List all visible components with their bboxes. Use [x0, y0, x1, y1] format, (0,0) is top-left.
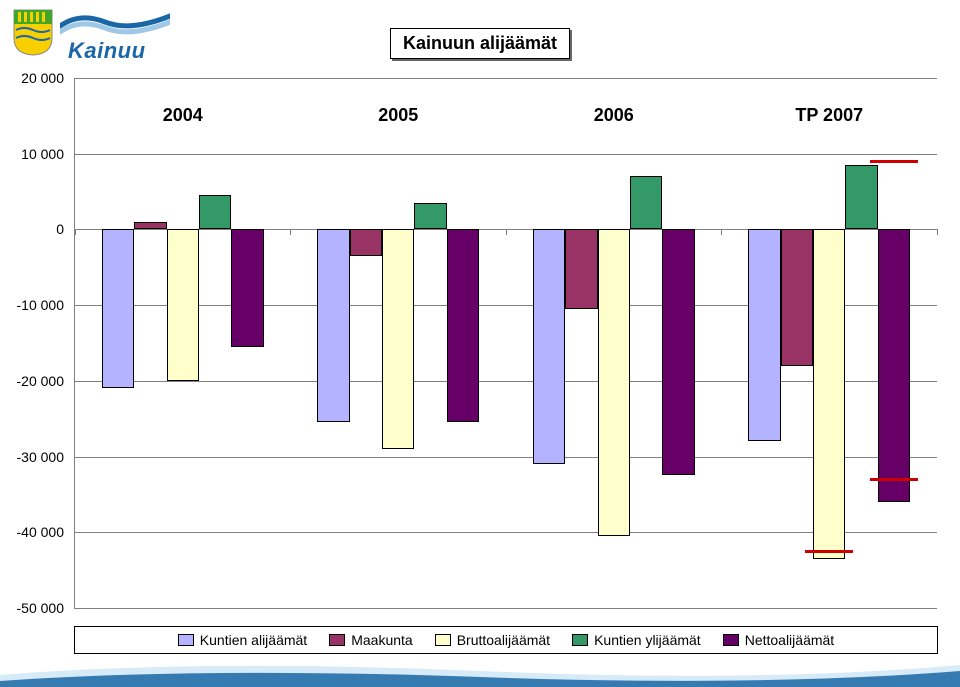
- legend-swatch: [178, 634, 194, 646]
- legend-item: Maakunta: [329, 632, 412, 648]
- bar-chart: 2004 2005 2006 TP 2007: [74, 78, 937, 609]
- x-category-label: 2004: [163, 105, 203, 126]
- legend-label: Kuntien ylijäämät: [594, 632, 701, 648]
- annotation-line: [870, 478, 918, 481]
- y-tick-label: 20 000: [21, 70, 64, 86]
- legend-swatch: [572, 634, 588, 646]
- legend-item: Nettoalijäämät: [723, 632, 835, 648]
- logo-text: Kainuu: [68, 38, 146, 64]
- gridline: [75, 608, 937, 609]
- bar: [845, 165, 877, 229]
- annotation-line: [805, 550, 853, 553]
- x-tick: [290, 229, 291, 235]
- x-tick: [721, 229, 722, 235]
- bar: [630, 176, 662, 229]
- legend-label: Maakunta: [351, 632, 412, 648]
- legend-item: Kuntien ylijäämät: [572, 632, 701, 648]
- bar: [533, 229, 565, 464]
- legend-item: Kuntien alijäämät: [178, 632, 307, 648]
- bar: [748, 229, 780, 441]
- bar: [598, 229, 630, 536]
- legend-swatch: [329, 634, 345, 646]
- bar: [878, 229, 910, 502]
- chart-title: Kainuun alijäämät: [390, 28, 570, 59]
- x-tick: [75, 229, 76, 235]
- y-tick-label: -40 000: [17, 524, 64, 540]
- y-tick-label: -30 000: [17, 449, 64, 465]
- y-tick-label: -50 000: [17, 600, 64, 616]
- x-tick: [506, 229, 507, 235]
- legend-label: Kuntien alijäämät: [200, 632, 307, 648]
- bar: [565, 229, 597, 309]
- bar: [382, 229, 414, 449]
- wave-icon: [60, 10, 170, 38]
- bar: [199, 195, 231, 229]
- x-category-label: TP 2007: [795, 105, 863, 126]
- bar: [134, 222, 166, 230]
- chart-legend: Kuntien alijäämät Maakunta Bruttoalijääm…: [74, 626, 938, 654]
- y-tick-label: 0: [56, 221, 64, 237]
- footer-wave-icon: [0, 657, 960, 687]
- bar: [350, 229, 382, 256]
- legend-label: Bruttoalijäämät: [457, 632, 550, 648]
- gridline: [75, 381, 937, 382]
- y-tick-label: 10 000: [21, 146, 64, 162]
- bar: [447, 229, 479, 422]
- legend-swatch: [723, 634, 739, 646]
- y-tick-label: -20 000: [17, 373, 64, 389]
- gridline: [75, 532, 937, 533]
- bar: [781, 229, 813, 365]
- annotation-line: [870, 160, 918, 163]
- x-tick: [937, 229, 938, 235]
- bar: [167, 229, 199, 380]
- legend-item: Bruttoalijäämät: [435, 632, 550, 648]
- y-axis-labels: 20 00010 0000-10 000-20 000-30 000-40 00…: [0, 78, 70, 608]
- gridline: [75, 154, 937, 155]
- gridline: [75, 457, 937, 458]
- x-category-label: 2006: [594, 105, 634, 126]
- bar: [317, 229, 349, 422]
- bar: [231, 229, 263, 346]
- x-category-label: 2005: [378, 105, 418, 126]
- kainuu-logo: Kainuu: [12, 8, 172, 68]
- bar: [102, 229, 134, 388]
- bar: [813, 229, 845, 558]
- shield-icon: [12, 8, 54, 56]
- gridline: [75, 78, 937, 79]
- bar: [414, 203, 446, 230]
- legend-label: Nettoalijäämät: [745, 632, 835, 648]
- y-tick-label: -10 000: [17, 297, 64, 313]
- legend-swatch: [435, 634, 451, 646]
- bar: [662, 229, 694, 475]
